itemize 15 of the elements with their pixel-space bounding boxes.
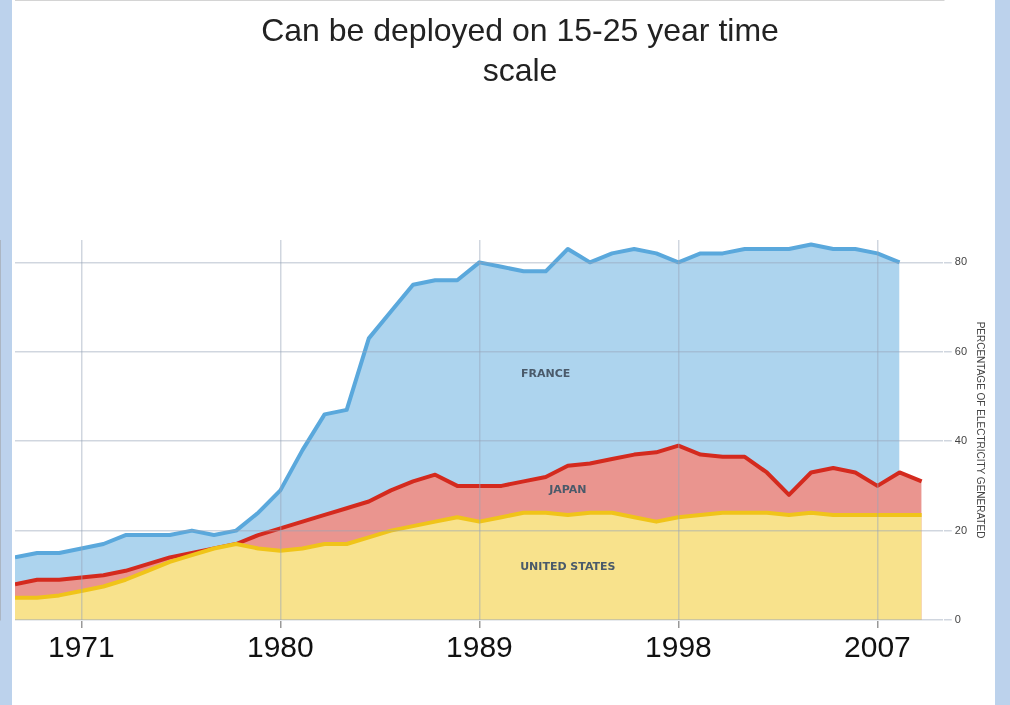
y-tick-label: 40 [954, 434, 968, 447]
y-tick-label: 0 [954, 613, 961, 626]
y-axis-title: PERCENTAGE OF ELECTRICITY GENERATED [975, 321, 987, 539]
series-label: FRANCE [521, 366, 571, 380]
x-tick-label: 2007 [844, 630, 911, 664]
y-tick-label: 80 [954, 255, 968, 268]
series-label: UNITED STATES [520, 560, 616, 574]
x-tick-label: 1971 [47, 630, 115, 664]
y-tick-label: 60 [954, 344, 968, 357]
y-tick-label: 20 [954, 523, 968, 536]
x-tick-label: 1989 [446, 630, 513, 664]
x-tick-label: 1980 [246, 630, 314, 664]
series-label: JAPAN [548, 483, 587, 497]
x-tick-label: 1998 [645, 630, 712, 664]
chart-title: Can be deployed on 15-25 year time scale [260, 11, 780, 90]
